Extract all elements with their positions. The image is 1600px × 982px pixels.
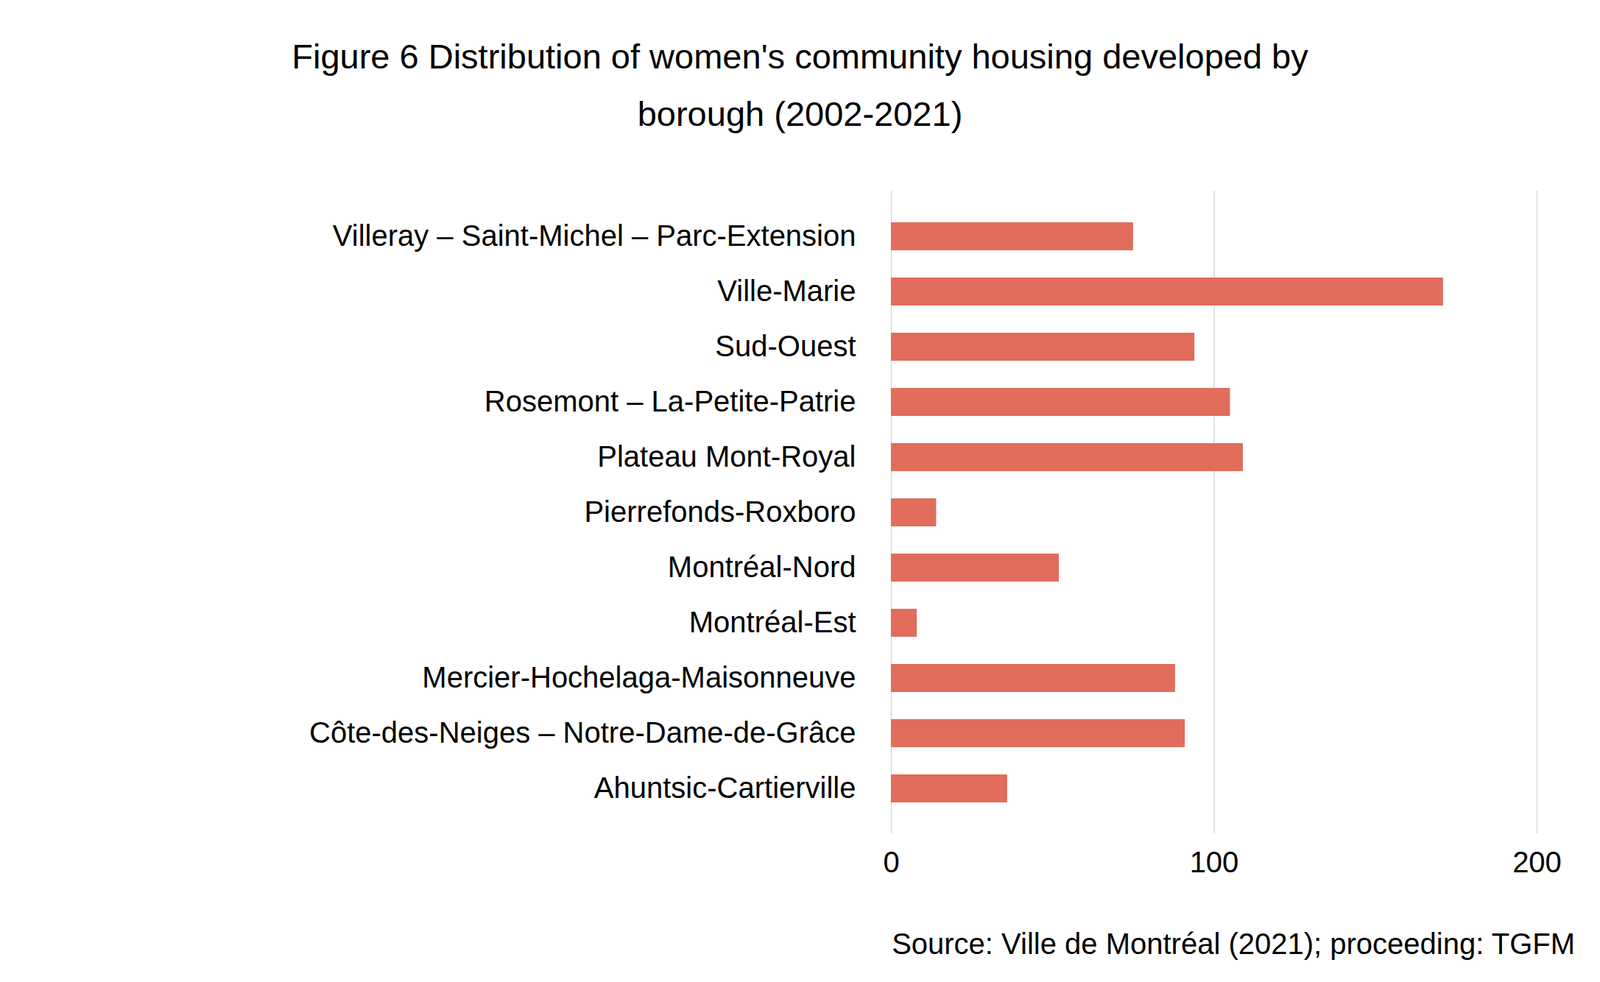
svg-text:200: 200: [1512, 846, 1562, 879]
html-text:Figure 6 Distribution of women: Figure 6 Distribution of women's communi…: [291, 36, 1309, 134]
svg-text:Plateau Mont-Royal: Plateau Mont-Royal: [597, 440, 856, 473]
svg-text:Montréal-Nord: Montréal-Nord: [667, 550, 857, 584]
svg-text:Ahuntsic-Cartierville: Ahuntsic-Cartierville: [594, 771, 857, 805]
svg-text:Villeray – Saint-Michel – Parc: Villeray – Saint-Michel – Parc-Extension: [332, 219, 857, 252]
svg-text:Côte-des-Neiges – Notre-Dame-d: Côte-des-Neiges – Notre-Dame-de-Grâce: [309, 716, 857, 749]
svg-text:0: 0: [882, 846, 900, 879]
svg-text:Montréal-Est: Montréal-Est: [689, 605, 857, 639]
svg-text:Mercier-Hochelaga-Maisonneuve: Mercier-Hochelaga-Maisonneuve: [421, 661, 856, 694]
svg-text:Ville-Marie: Ville-Marie: [717, 274, 856, 308]
svg-text:Rosemont – La-Petite-Patrie: Rosemont – La-Petite-Patrie: [484, 385, 857, 418]
svg-text:Pierrefonds-Roxboro: Pierrefonds-Roxboro: [583, 495, 856, 528]
html-text:Source: Ville de Montréal (202: Source: Ville de Montréal (2021); procee…: [891, 927, 1575, 961]
svg-text:Sud-Ouest: Sud-Ouest: [714, 329, 856, 363]
svg-text:100: 100: [1189, 846, 1240, 879]
